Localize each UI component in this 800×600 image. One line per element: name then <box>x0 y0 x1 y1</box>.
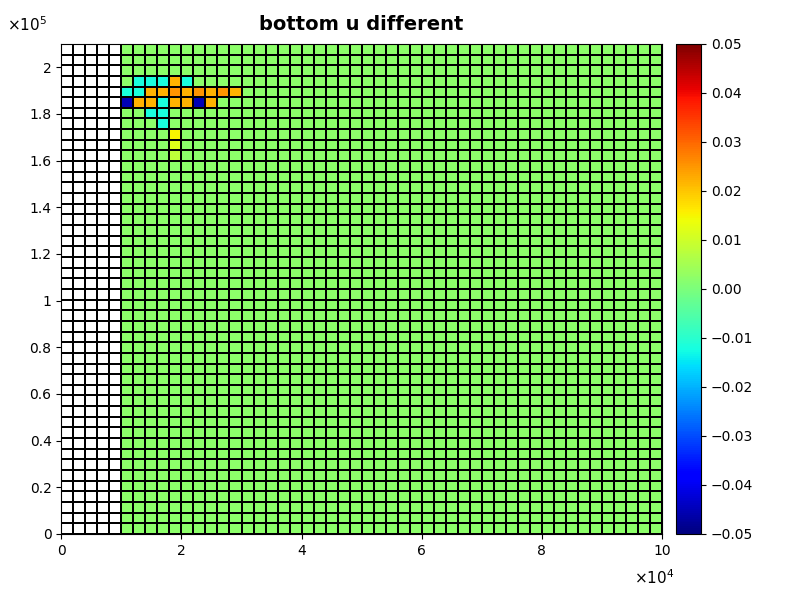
Text: $\times10^4$: $\times10^4$ <box>634 568 674 587</box>
Text: $\times10^5$: $\times10^5$ <box>7 16 47 34</box>
Title: bottom u different: bottom u different <box>259 15 464 34</box>
